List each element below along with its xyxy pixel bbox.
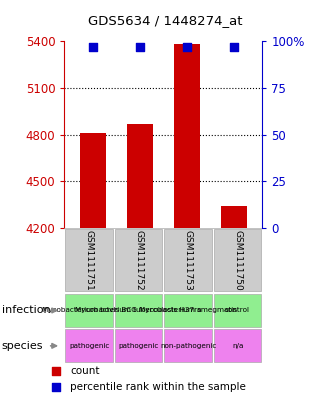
- Bar: [115, 229, 162, 292]
- Text: pathogenic: pathogenic: [69, 343, 109, 349]
- Bar: [65, 329, 113, 362]
- Bar: [65, 294, 113, 327]
- Point: [263, 174, 269, 180]
- Text: GSM1111751: GSM1111751: [84, 230, 94, 291]
- Bar: [65, 229, 113, 292]
- Point: [90, 44, 95, 50]
- Bar: [80, 133, 106, 228]
- Text: pathogenic: pathogenic: [118, 343, 159, 349]
- Bar: [221, 206, 247, 228]
- Bar: [115, 329, 162, 362]
- Text: control: control: [225, 307, 250, 314]
- Text: species: species: [2, 341, 43, 351]
- Bar: [214, 329, 261, 362]
- Text: Mycobacterium bovis BCG: Mycobacterium bovis BCG: [42, 307, 137, 314]
- Text: GSM1111752: GSM1111752: [134, 230, 143, 291]
- Text: n/a: n/a: [232, 343, 243, 349]
- Point: [137, 44, 143, 50]
- Bar: [164, 329, 212, 362]
- Bar: [174, 44, 200, 228]
- Text: infection: infection: [2, 305, 50, 316]
- Text: Mycobacterium tuberculosis H37ra: Mycobacterium tuberculosis H37ra: [75, 307, 202, 314]
- Point: [231, 44, 237, 50]
- Bar: [214, 294, 261, 327]
- Bar: [127, 124, 153, 228]
- Text: GDS5634 / 1448274_at: GDS5634 / 1448274_at: [88, 14, 242, 27]
- Bar: [214, 229, 261, 292]
- Text: percentile rank within the sample: percentile rank within the sample: [70, 382, 246, 392]
- Text: count: count: [70, 366, 100, 376]
- Text: GSM1111753: GSM1111753: [183, 230, 193, 291]
- Text: Mycobacterium smegmatis: Mycobacterium smegmatis: [139, 307, 237, 314]
- Point: [263, 321, 269, 328]
- Point: [184, 44, 189, 50]
- Bar: [164, 294, 212, 327]
- Text: GSM1111750: GSM1111750: [233, 230, 242, 291]
- Bar: [115, 294, 162, 327]
- Text: non-pathogenic: non-pathogenic: [160, 343, 216, 349]
- Bar: [164, 229, 212, 292]
